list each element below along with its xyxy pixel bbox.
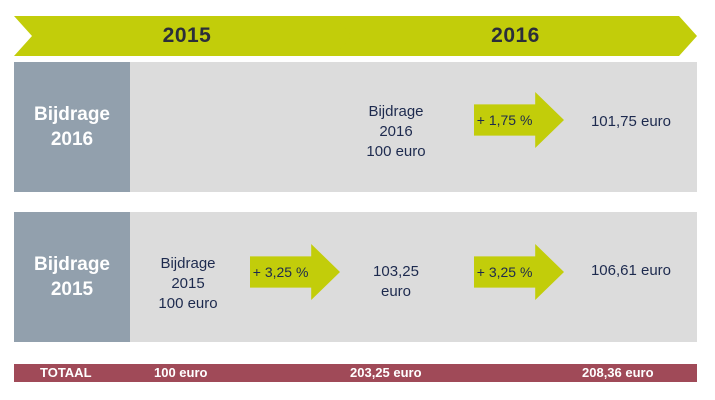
bijdrage-2015-start: Bijdrage 2015 100 euro: [158, 255, 218, 312]
row-label-bijdrage-2015: Bijdrage 2015: [14, 212, 130, 342]
growth-arrow-2015-second-label: + 3,25 %: [476, 264, 533, 280]
bijdrage-2015-result: 106,61 euro: [590, 262, 672, 279]
year-2016-chevron: 2016: [334, 16, 697, 56]
total-label: TOTAAL: [40, 365, 92, 380]
total-2015-value: 100 euro: [154, 365, 208, 380]
total-mid-value: 203,25 euro: [350, 365, 422, 380]
year-2016-label: 2016: [491, 24, 540, 47]
growth-arrow-2015-first: + 3,25 %: [250, 244, 340, 300]
year-2015-chevron: 2015: [14, 16, 360, 56]
row-bijdrage-2016: Bijdrage 2016 Bijdrage 2016 100 euro + 1…: [14, 62, 697, 192]
growth-arrow-2016-label: + 1,75 %: [476, 112, 533, 128]
growth-arrow-2015-second: + 3,25 %: [474, 244, 564, 300]
total-bar: TOTAAL 100 euro 203,25 euro 208,36 euro: [14, 364, 697, 382]
year-2015-label: 2015: [162, 24, 212, 47]
bijdrage-2015-mid-value: 103,25 euro: [373, 263, 419, 300]
bijdrage-2016-start: Bijdrage 2016 100 euro: [366, 103, 426, 160]
total-end-value: 208,36 euro: [582, 365, 654, 380]
row-label-bijdrage-2016: Bijdrage 2016: [14, 62, 130, 192]
growth-arrow-2016: + 1,75 %: [474, 92, 564, 148]
row-bijdrage-2015: Bijdrage 2015 Bijdrage 2015 100 euro + 3…: [14, 212, 697, 342]
growth-arrow-2015-first-label: + 3,25 %: [252, 264, 309, 280]
bijdrage-2016-result: 101,75 euro: [590, 113, 672, 130]
